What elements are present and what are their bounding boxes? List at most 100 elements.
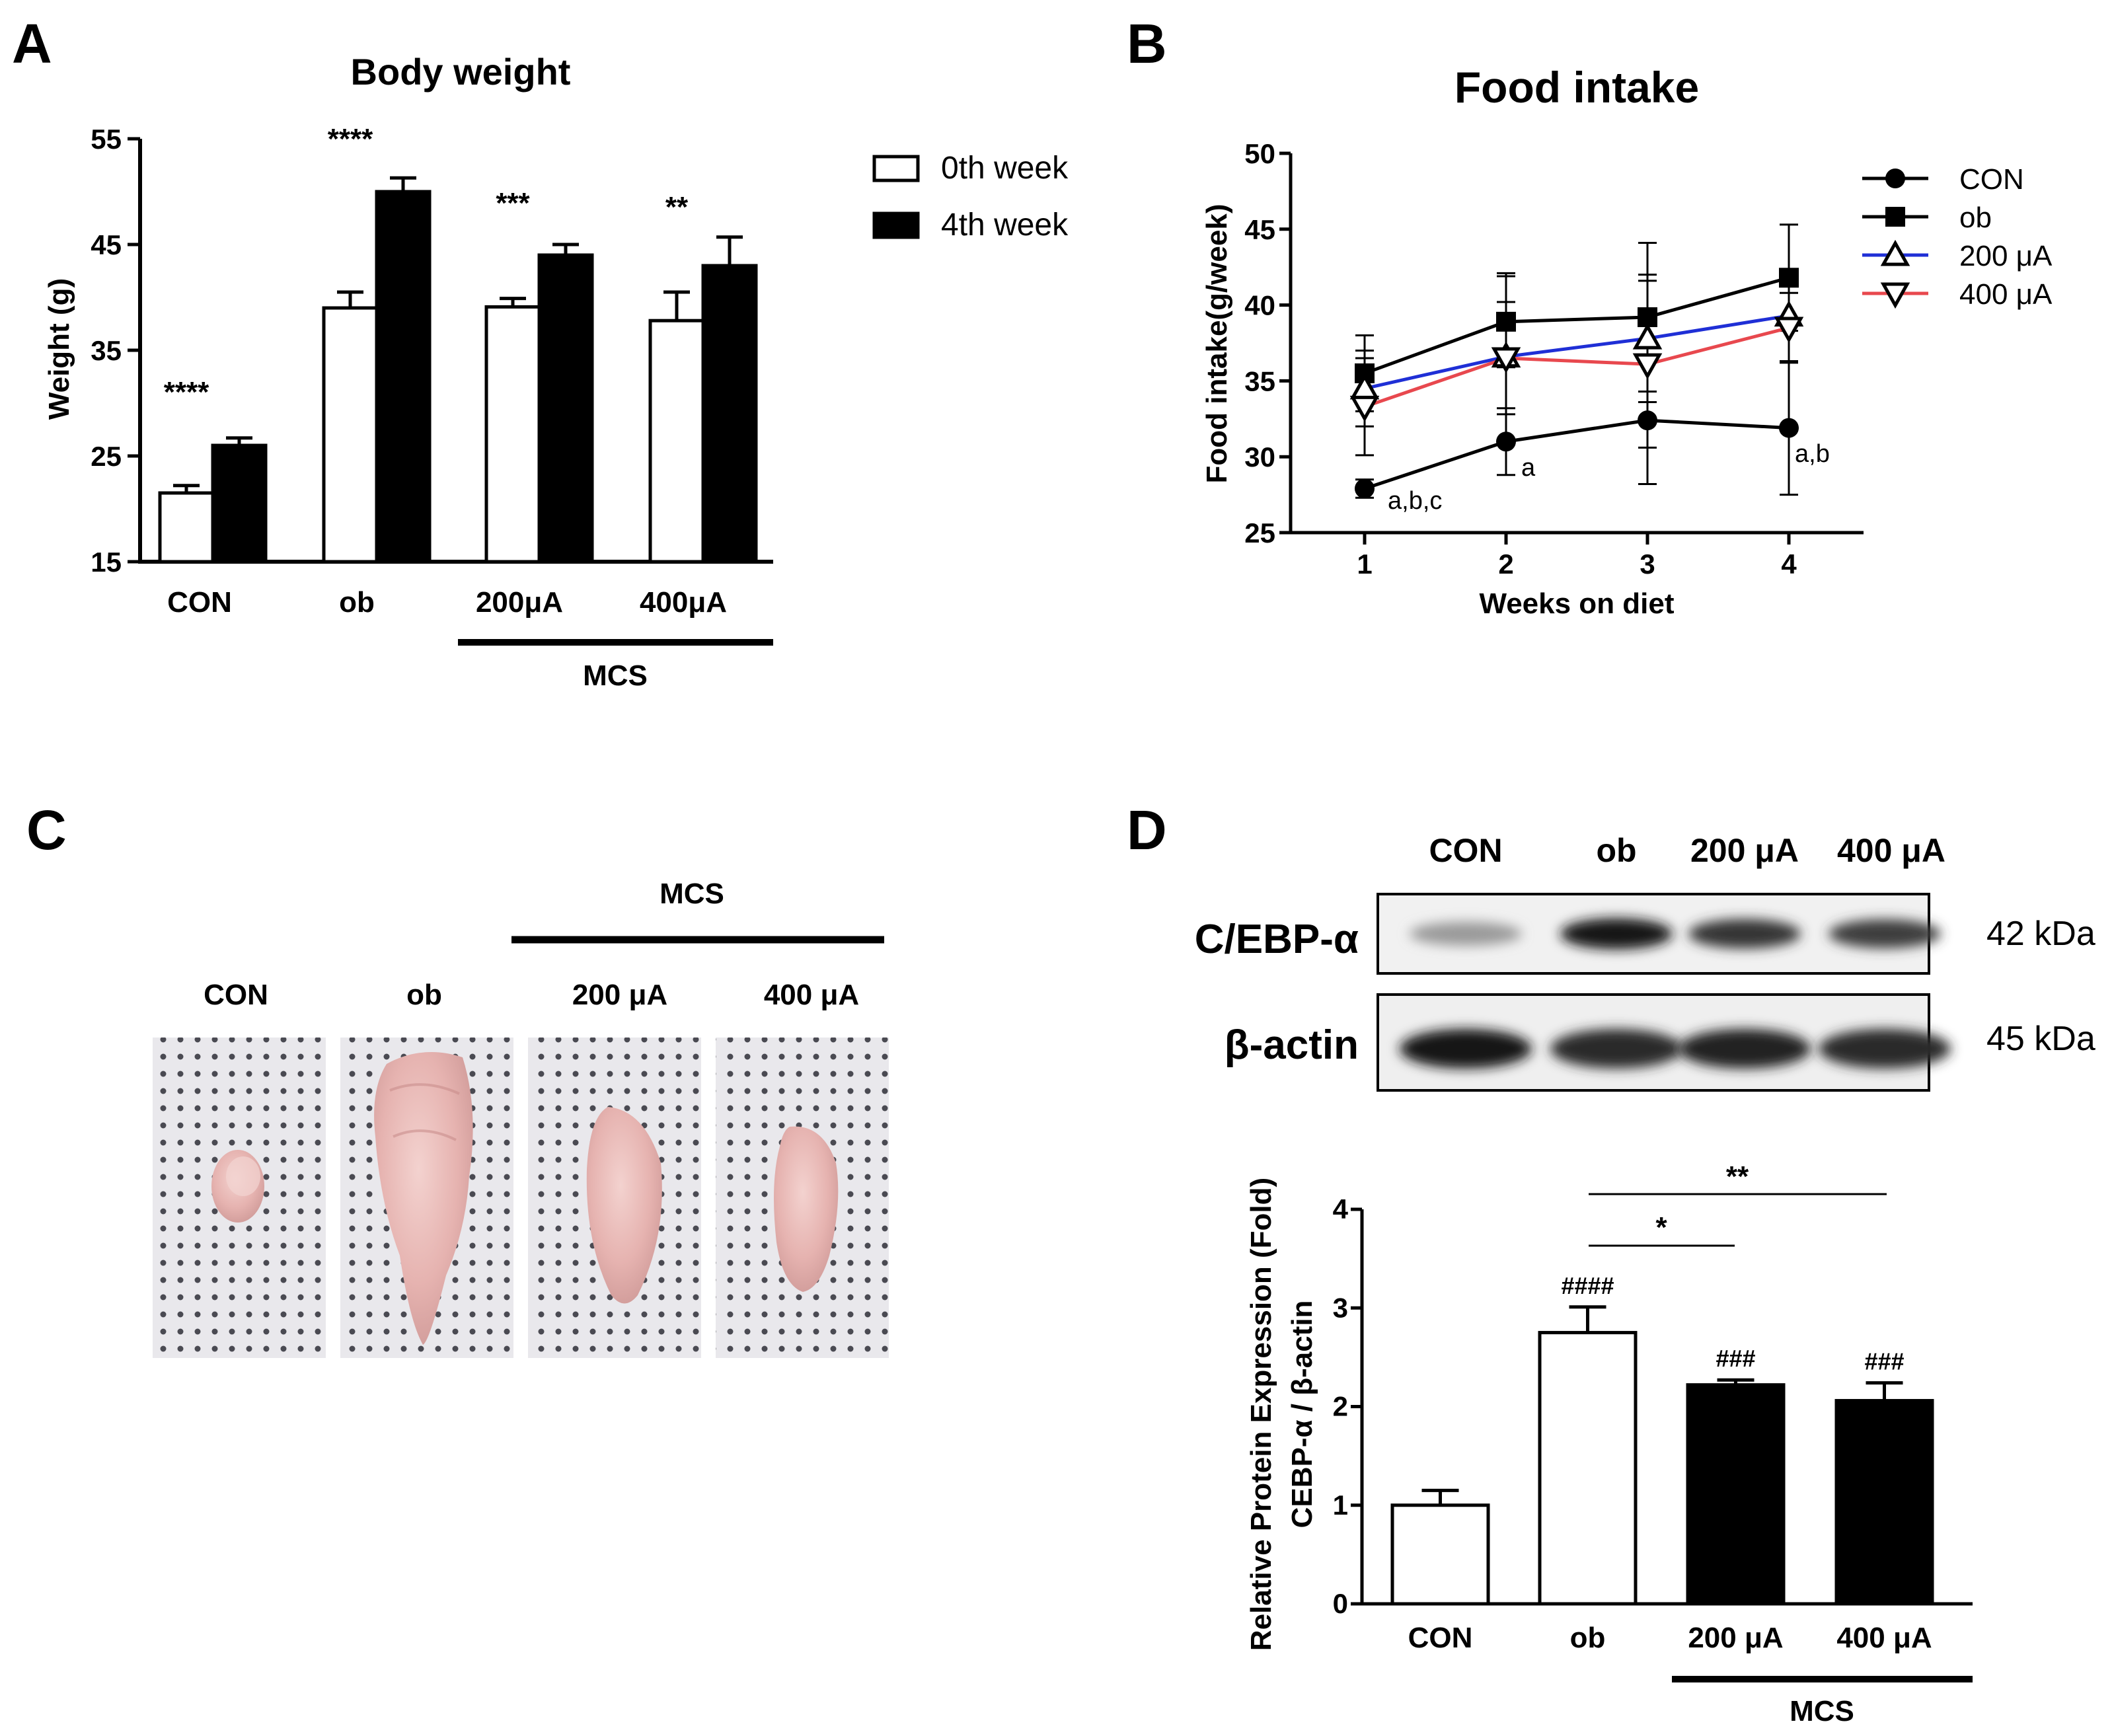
legend-marker-0 (1885, 169, 1905, 188)
x-tick-label: 2 (1498, 548, 1513, 580)
significance-label-3: ** (665, 191, 689, 223)
panel-letter-a: A (12, 13, 52, 75)
bar-0th-week-0 (158, 491, 215, 564)
series-line-2 (1364, 314, 1790, 391)
bar-4th-week-3 (701, 264, 758, 564)
legend-marker-1 (1885, 207, 1905, 227)
y-tick-label: 30 (1244, 441, 1275, 472)
blot-band-0-0 (1410, 922, 1522, 946)
blot-lane-label-1: ob (1596, 832, 1636, 869)
point-0-2 (1638, 410, 1657, 431)
y-tick-label: 3 (1333, 1292, 1348, 1323)
bar-3 (1834, 1399, 1934, 1606)
blot-band-1-2 (1679, 1029, 1811, 1069)
y-axis-label-line2: CEBP-α / β-actin (1286, 1301, 1318, 1528)
y-tick-label: 55 (91, 124, 122, 155)
blot-row-label-actin: β-actin (1225, 1022, 1359, 1068)
y-tick-label: 0 (1333, 1588, 1348, 1619)
blot-kda-cebp: 42 kDa (1986, 915, 2095, 953)
bar-2 (1686, 1383, 1786, 1606)
blot-row-label-cebp: C/EBP-α (1195, 917, 1359, 962)
blot-lane-label-2: 200 μA (1690, 832, 1799, 869)
bar-4th-week-2 (537, 253, 594, 564)
chart-title: Body weight (351, 51, 571, 93)
category-label-2: 200μA (476, 586, 563, 619)
tissue-ob (374, 1052, 473, 1345)
point-3-3 (1774, 317, 1804, 344)
series-line-1 (1364, 276, 1790, 375)
category-label-0: CON (1408, 1622, 1473, 1654)
bar-0 (1390, 1503, 1490, 1606)
x-axis-label: Weeks on diet (1479, 587, 1674, 620)
hash-label-3: ### (1864, 1348, 1904, 1375)
category-label-3: 400μA (640, 586, 727, 619)
blot-lane-label-3: 400 μA (1837, 832, 1945, 869)
legend-label-3: 400 μA (1959, 278, 2053, 311)
legend-marker-2 (1880, 239, 1910, 266)
legend-swatch-4th-week (872, 211, 920, 239)
panel-letter-c: C (26, 799, 67, 861)
photo-label-200ua: 200 μA (572, 979, 667, 1011)
significance-label-2: *** (496, 187, 530, 219)
panel-b-food-intake: B Food intake Food intake(g/week) Weeks … (1127, 13, 2053, 620)
y-tick-label: 40 (1244, 290, 1275, 321)
photo-label-con: CON (204, 979, 268, 1011)
photo-label-ob: ob (406, 979, 442, 1011)
category-label-3: 400 μA (1836, 1622, 1932, 1654)
y-tick-label: 25 (1244, 517, 1275, 548)
legend-swatch-0th-week (872, 155, 920, 182)
significance-label-1: **** (328, 123, 373, 155)
tissue-400ua (774, 1126, 839, 1292)
y-tick-label: 2 (1333, 1391, 1348, 1422)
point-1-3 (1779, 268, 1799, 288)
panel-d-western-blot: D CON ob 200 μA 400 μA C/EBP-α β-actin 42 k… (1127, 799, 2095, 1727)
comparison-star-ob-200: * (1655, 1211, 1667, 1244)
x-tick-label: 4 (1781, 548, 1797, 580)
legend-label-1: ob (1959, 202, 1992, 234)
bar-0th-week-3 (648, 319, 705, 564)
y-tick-label: 4 (1333, 1193, 1349, 1225)
blot-band-0-2 (1688, 919, 1801, 949)
point-0-3 (1779, 418, 1799, 438)
category-label-0: CON (167, 586, 232, 619)
blot-band-0-3 (1829, 919, 1941, 948)
point-3-2 (1632, 353, 1663, 380)
bar-4th-week-0 (211, 443, 268, 564)
legend-label-4th-week: 4th week (941, 208, 1069, 243)
category-label-1: ob (339, 586, 375, 619)
legend-label-0th-week: 0th week (941, 151, 1069, 186)
bar-0th-week-2 (484, 305, 541, 564)
y-tick-label: 15 (91, 547, 122, 578)
bar-0th-week-1 (322, 306, 379, 564)
point-1-1 (1496, 311, 1516, 332)
y-tick-label: 50 (1244, 138, 1275, 169)
tissue-con (211, 1150, 264, 1223)
blot-band-1-1 (1550, 1029, 1682, 1069)
y-axis-label-line1: Relative Protein Expression (Fold) (1245, 1178, 1277, 1651)
legend-label-0: CON (1959, 163, 2024, 196)
y-tick-label: 45 (1244, 214, 1275, 245)
blot-kda-actin: 45 kDa (1986, 1020, 2095, 1058)
panel-letter-b: B (1127, 13, 1167, 75)
y-tick-label: 25 (91, 441, 122, 472)
series-line-3 (1364, 326, 1790, 408)
y-tick-label: 35 (1244, 365, 1275, 396)
mcs-group-label: MCS (660, 878, 724, 910)
blot-band-0-1 (1560, 918, 1673, 950)
category-label-1: ob (1570, 1622, 1606, 1654)
bar-4th-week-1 (375, 190, 432, 564)
panel-letter-d: D (1127, 799, 1167, 861)
legend-label-2: 200 μA (1959, 240, 2053, 272)
tissue-200ua (586, 1107, 662, 1304)
chart-title: Food intake (1454, 63, 1699, 112)
x-tick-label: 1 (1357, 548, 1372, 580)
point-0-0 (1355, 478, 1375, 499)
mcs-group-label: MCS (1790, 1695, 1854, 1727)
series-line-0 (1364, 418, 1790, 490)
blot-lane-label-0: CON (1429, 832, 1502, 869)
category-label-2: 200 μA (1688, 1622, 1783, 1654)
point-2-2 (1632, 323, 1663, 350)
panel-c-tissue-photos: D C MCS CON ob 200 μA 400 μA (26, 799, 889, 1358)
annotation-week1: a,b,c (1388, 487, 1442, 515)
